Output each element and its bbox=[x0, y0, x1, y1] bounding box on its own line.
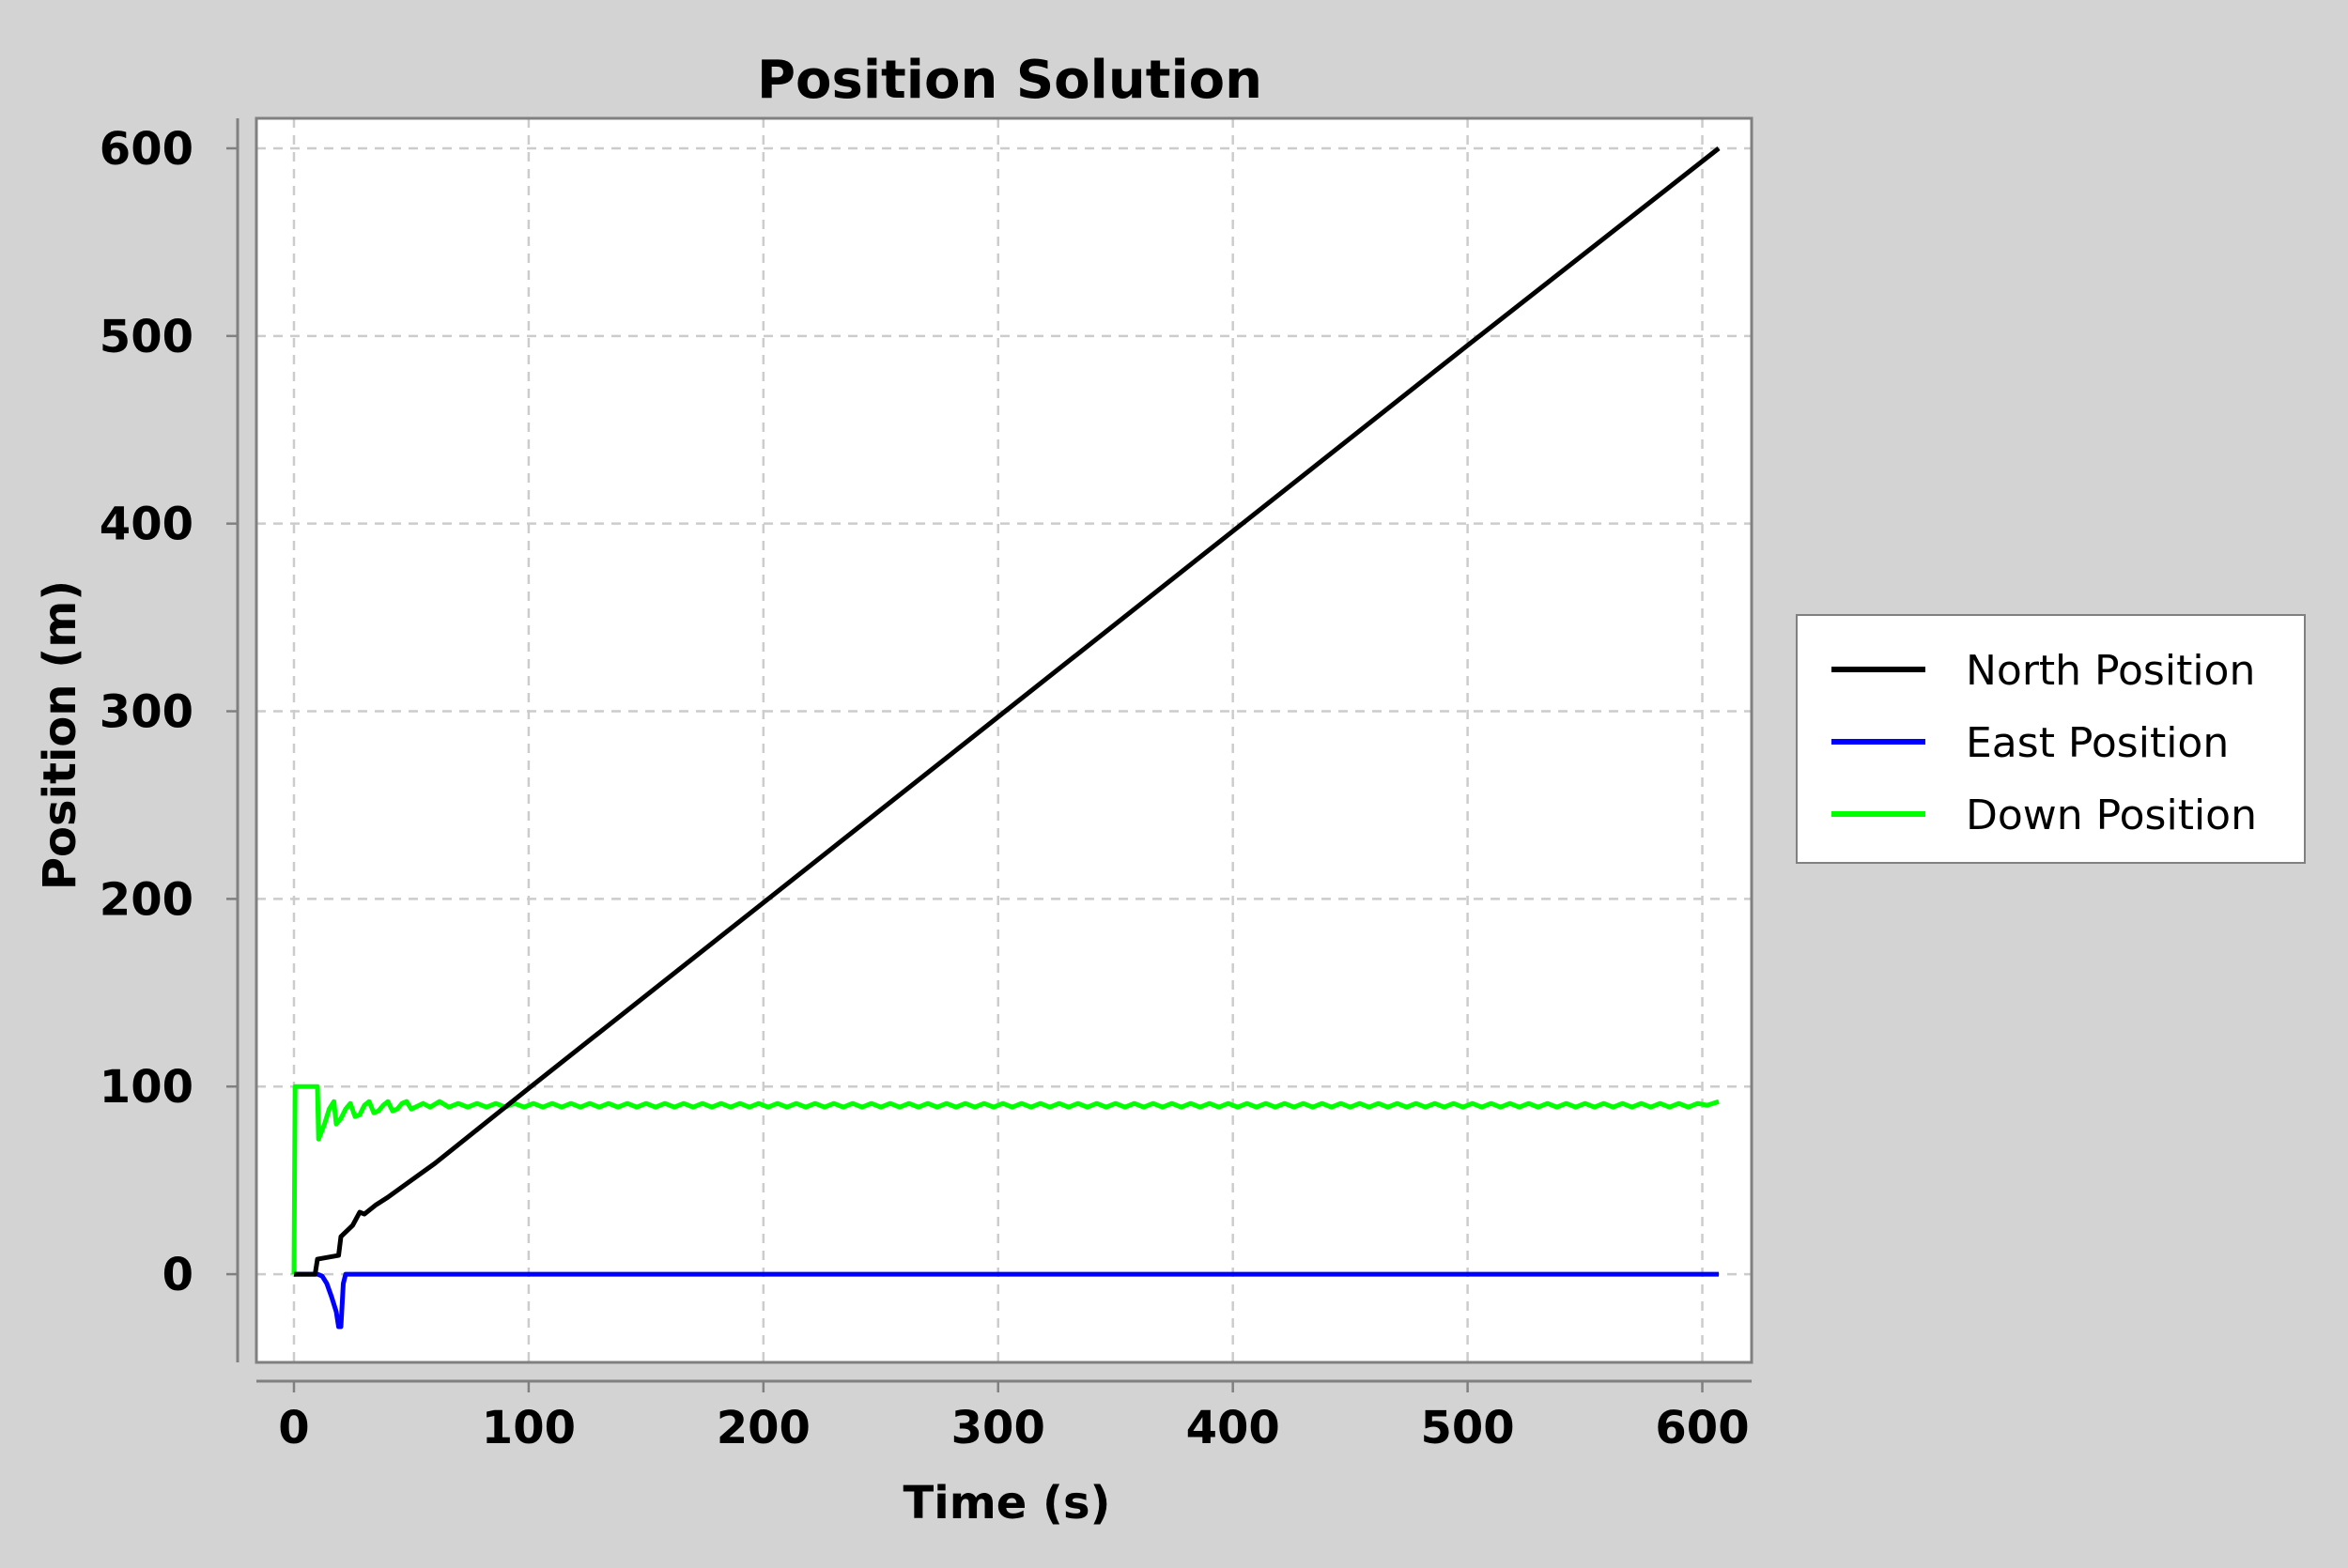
y-tick-label: 200 bbox=[100, 873, 193, 926]
series-line-down-position bbox=[291, 1084, 1720, 1275]
x-tick-label: 600 bbox=[1655, 1402, 1749, 1454]
y-tick-label: 400 bbox=[100, 499, 193, 551]
plot-area bbox=[256, 118, 1752, 1362]
y-tick-label: 0 bbox=[162, 1249, 193, 1301]
series-line-north-position bbox=[294, 146, 1721, 1277]
ticks: 0 100 200 300 400 500 600 0 100 200 300 400 500 600 bbox=[100, 123, 1750, 1454]
x-tick-label: 0 bbox=[278, 1402, 309, 1454]
series-line-east-position bbox=[294, 1271, 1719, 1330]
x-tick-label: 200 bbox=[717, 1402, 811, 1454]
y-tick-label: 600 bbox=[100, 123, 193, 176]
plot-frame bbox=[255, 116, 1753, 1364]
x-tick-label: 100 bbox=[482, 1402, 576, 1454]
x-axis-label: Time (s) bbox=[904, 1477, 1111, 1530]
y-tick-label: 100 bbox=[100, 1061, 193, 1114]
legend-label: East Position bbox=[1966, 719, 2229, 767]
chart-title: Position Solution bbox=[757, 50, 1262, 111]
y-axis-label: Position (m) bbox=[34, 580, 86, 890]
series-lines bbox=[291, 146, 1721, 1330]
legend-entries: North Position East Position Down Position bbox=[1831, 647, 2257, 839]
legend: North Position East Position Down Position bbox=[1796, 614, 2306, 864]
x-tick-label: 400 bbox=[1186, 1402, 1280, 1454]
y-tick-label: 300 bbox=[100, 686, 193, 739]
x-tick-label: 300 bbox=[951, 1402, 1045, 1454]
legend-label: North Position bbox=[1966, 647, 2255, 695]
x-tick-label: 500 bbox=[1420, 1402, 1514, 1454]
y-tick-label: 500 bbox=[100, 311, 193, 363]
legend-label: Down Position bbox=[1966, 792, 2257, 839]
